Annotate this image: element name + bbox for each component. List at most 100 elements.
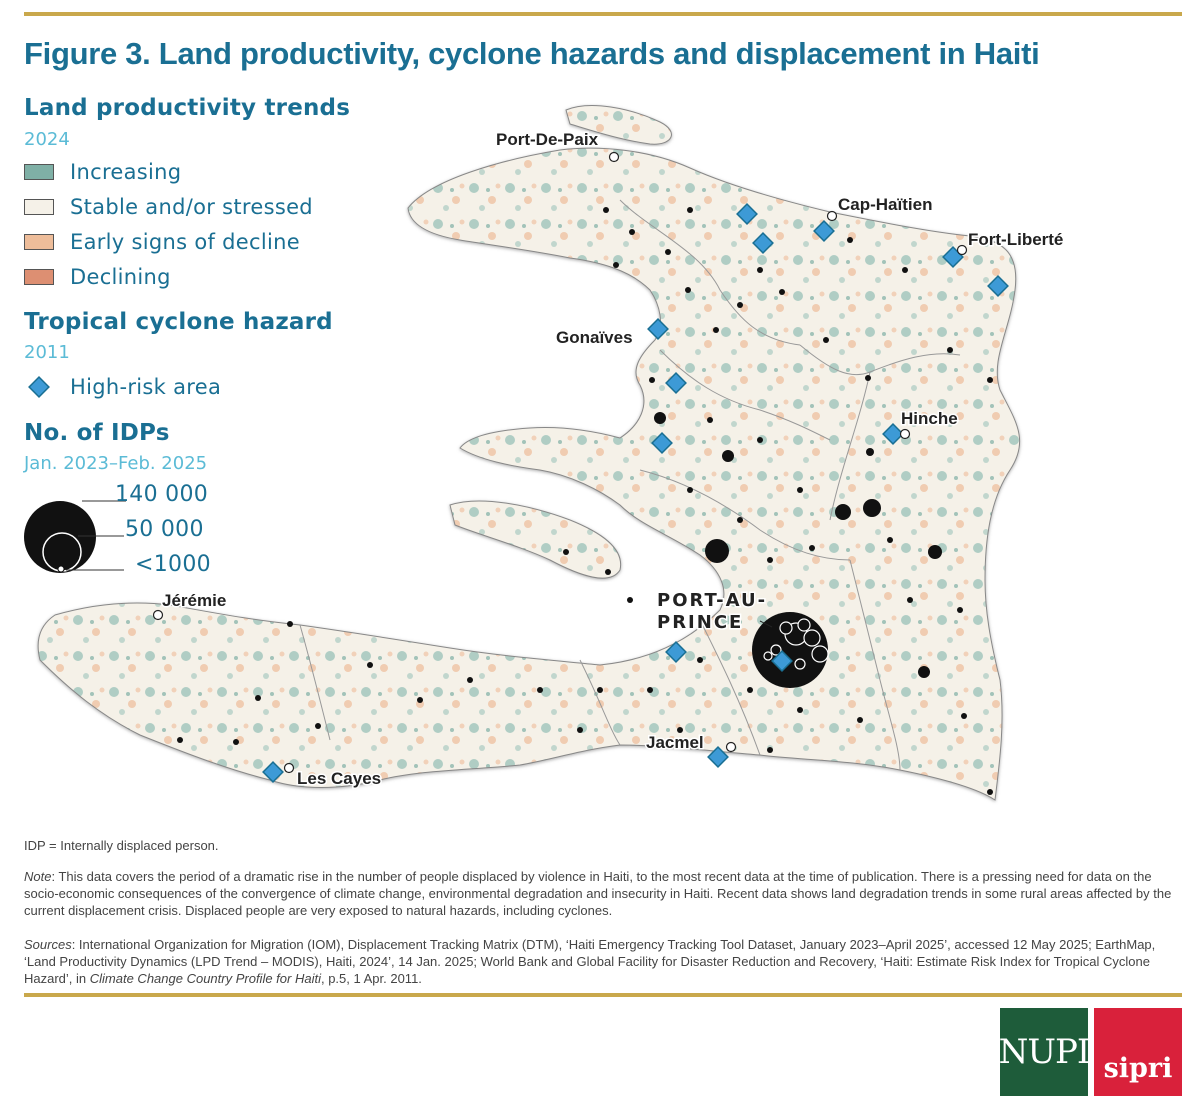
nupi-logo: NUPI (999, 1008, 1090, 1096)
legend-item-stable: Stable and/or stressed (24, 195, 313, 219)
idp-marker (757, 267, 763, 273)
idp-marker (757, 437, 763, 443)
idp-size-medium: 50 000 (125, 517, 204, 542)
idp-marker (737, 517, 743, 523)
idp-marker (687, 207, 693, 213)
idp-marker (767, 557, 773, 563)
idp-marker (537, 687, 543, 693)
cyclone-legend-year: 2011 (24, 342, 70, 363)
idp-marker (887, 537, 893, 543)
cyclone-hazard-markers (262, 203, 1009, 783)
city-label-fort-liberte: Fort-Liberté (968, 230, 1063, 249)
gonave-island (449, 500, 622, 579)
idp-size-legend (24, 500, 126, 573)
idp-marker (847, 237, 853, 243)
swatch-declining (24, 269, 54, 285)
city-label-jacmel: Jacmel (646, 733, 704, 752)
diamond-icon (736, 203, 758, 225)
department-boundaries (299, 199, 961, 771)
legend-item-early-decline: Early signs of decline (24, 230, 300, 254)
idp-marker (287, 621, 293, 627)
idp-marker (957, 607, 963, 613)
idp-marker (809, 545, 815, 551)
idp-marker (627, 597, 633, 603)
idp-marker (654, 412, 666, 424)
diamond-icon (28, 376, 50, 398)
bottom-rule (24, 993, 1182, 997)
idp-size-small: <1000 (135, 552, 211, 577)
idp-marker (677, 727, 683, 733)
idp-legend-period: Jan. 2023–Feb. 2025 (24, 453, 208, 474)
idp-marker (722, 450, 734, 462)
idp-marker (613, 262, 619, 268)
idp-marker (665, 249, 671, 255)
idp-legend-heading: No. of IDPs (24, 420, 170, 446)
diamond-icon (813, 220, 835, 242)
haiti-mainland (37, 147, 1020, 801)
sources-text-2: , p.5, 1 Apr. 2011. (320, 971, 422, 986)
idp-marker (865, 375, 871, 381)
sipri-logo: sipri (1094, 1008, 1182, 1096)
legend-label: High-risk area (70, 375, 222, 399)
swatch-early-decline (24, 234, 54, 250)
idp-marker (866, 448, 874, 456)
idp-marker (797, 707, 803, 713)
idp-marker (467, 677, 473, 683)
note-text: : This data covers the period of a drama… (24, 869, 1172, 918)
idp-marker (367, 662, 373, 668)
city-label-les-cayes: Les Cayes (297, 769, 381, 788)
top-rule (24, 12, 1182, 16)
diamond-icon (647, 318, 669, 340)
diamond-icon (707, 746, 729, 768)
sources-paragraph: Sources: International Organization for … (24, 936, 1182, 987)
idp-marker (603, 207, 609, 213)
idp-marker (835, 504, 851, 520)
diamond-icon (651, 432, 673, 454)
city-label-jeremie: Jérémie (162, 591, 226, 610)
idp-footnote: IDP = Internally displaced person. (24, 838, 219, 853)
diamond-icon (752, 232, 774, 254)
city-label-hinche: Hinche (901, 409, 958, 428)
idp-marker (255, 695, 261, 701)
idp-marker (779, 289, 785, 295)
capital-label-line1: PORT-AU- (657, 590, 767, 611)
diamond-icon (771, 650, 793, 672)
idp-legend-circle-small (57, 565, 65, 573)
note-paragraph: Note: This data covers the period of a d… (24, 868, 1182, 919)
idp-marker (863, 499, 881, 517)
cyclone-legend-heading: Tropical cyclone hazard (24, 309, 333, 335)
idp-marker (705, 539, 729, 563)
tortuga-island (565, 105, 672, 145)
city-markers (152, 151, 968, 774)
capital-label-line2: PRINCE (657, 612, 743, 633)
legend-label: Declining (70, 265, 171, 289)
sources-italic: Climate Change Country Profile for Haiti (89, 971, 321, 986)
idp-marker (685, 287, 691, 293)
idp-marker (918, 666, 930, 678)
idp-marker (907, 597, 913, 603)
idp-marker (737, 302, 743, 308)
idp-marker (563, 549, 569, 555)
legend-label: Early signs of decline (70, 230, 300, 254)
diamond-icon (882, 423, 904, 445)
idp-marker (577, 727, 583, 733)
idp-marker (797, 487, 803, 493)
idp-marker (961, 713, 967, 719)
idp-marker (177, 737, 183, 743)
idp-marker (233, 739, 239, 745)
swatch-increasing (24, 164, 54, 180)
idp-marker (605, 569, 611, 575)
idp-marker (823, 337, 829, 343)
idp-marker (928, 545, 942, 559)
idp-marker (315, 723, 321, 729)
idp-marker (987, 789, 993, 795)
note-label: Note (24, 869, 52, 884)
idp-size-large: 140 000 (115, 482, 209, 507)
sources-text-1: : International Organization for Migrati… (24, 937, 1156, 986)
idp-marker (697, 657, 703, 663)
land-legend-year: 2024 (24, 129, 70, 150)
idp-marker (649, 377, 655, 383)
idp-marker (747, 687, 753, 693)
port-au-prince-cluster (763, 618, 829, 670)
diamond-icon (262, 761, 284, 783)
